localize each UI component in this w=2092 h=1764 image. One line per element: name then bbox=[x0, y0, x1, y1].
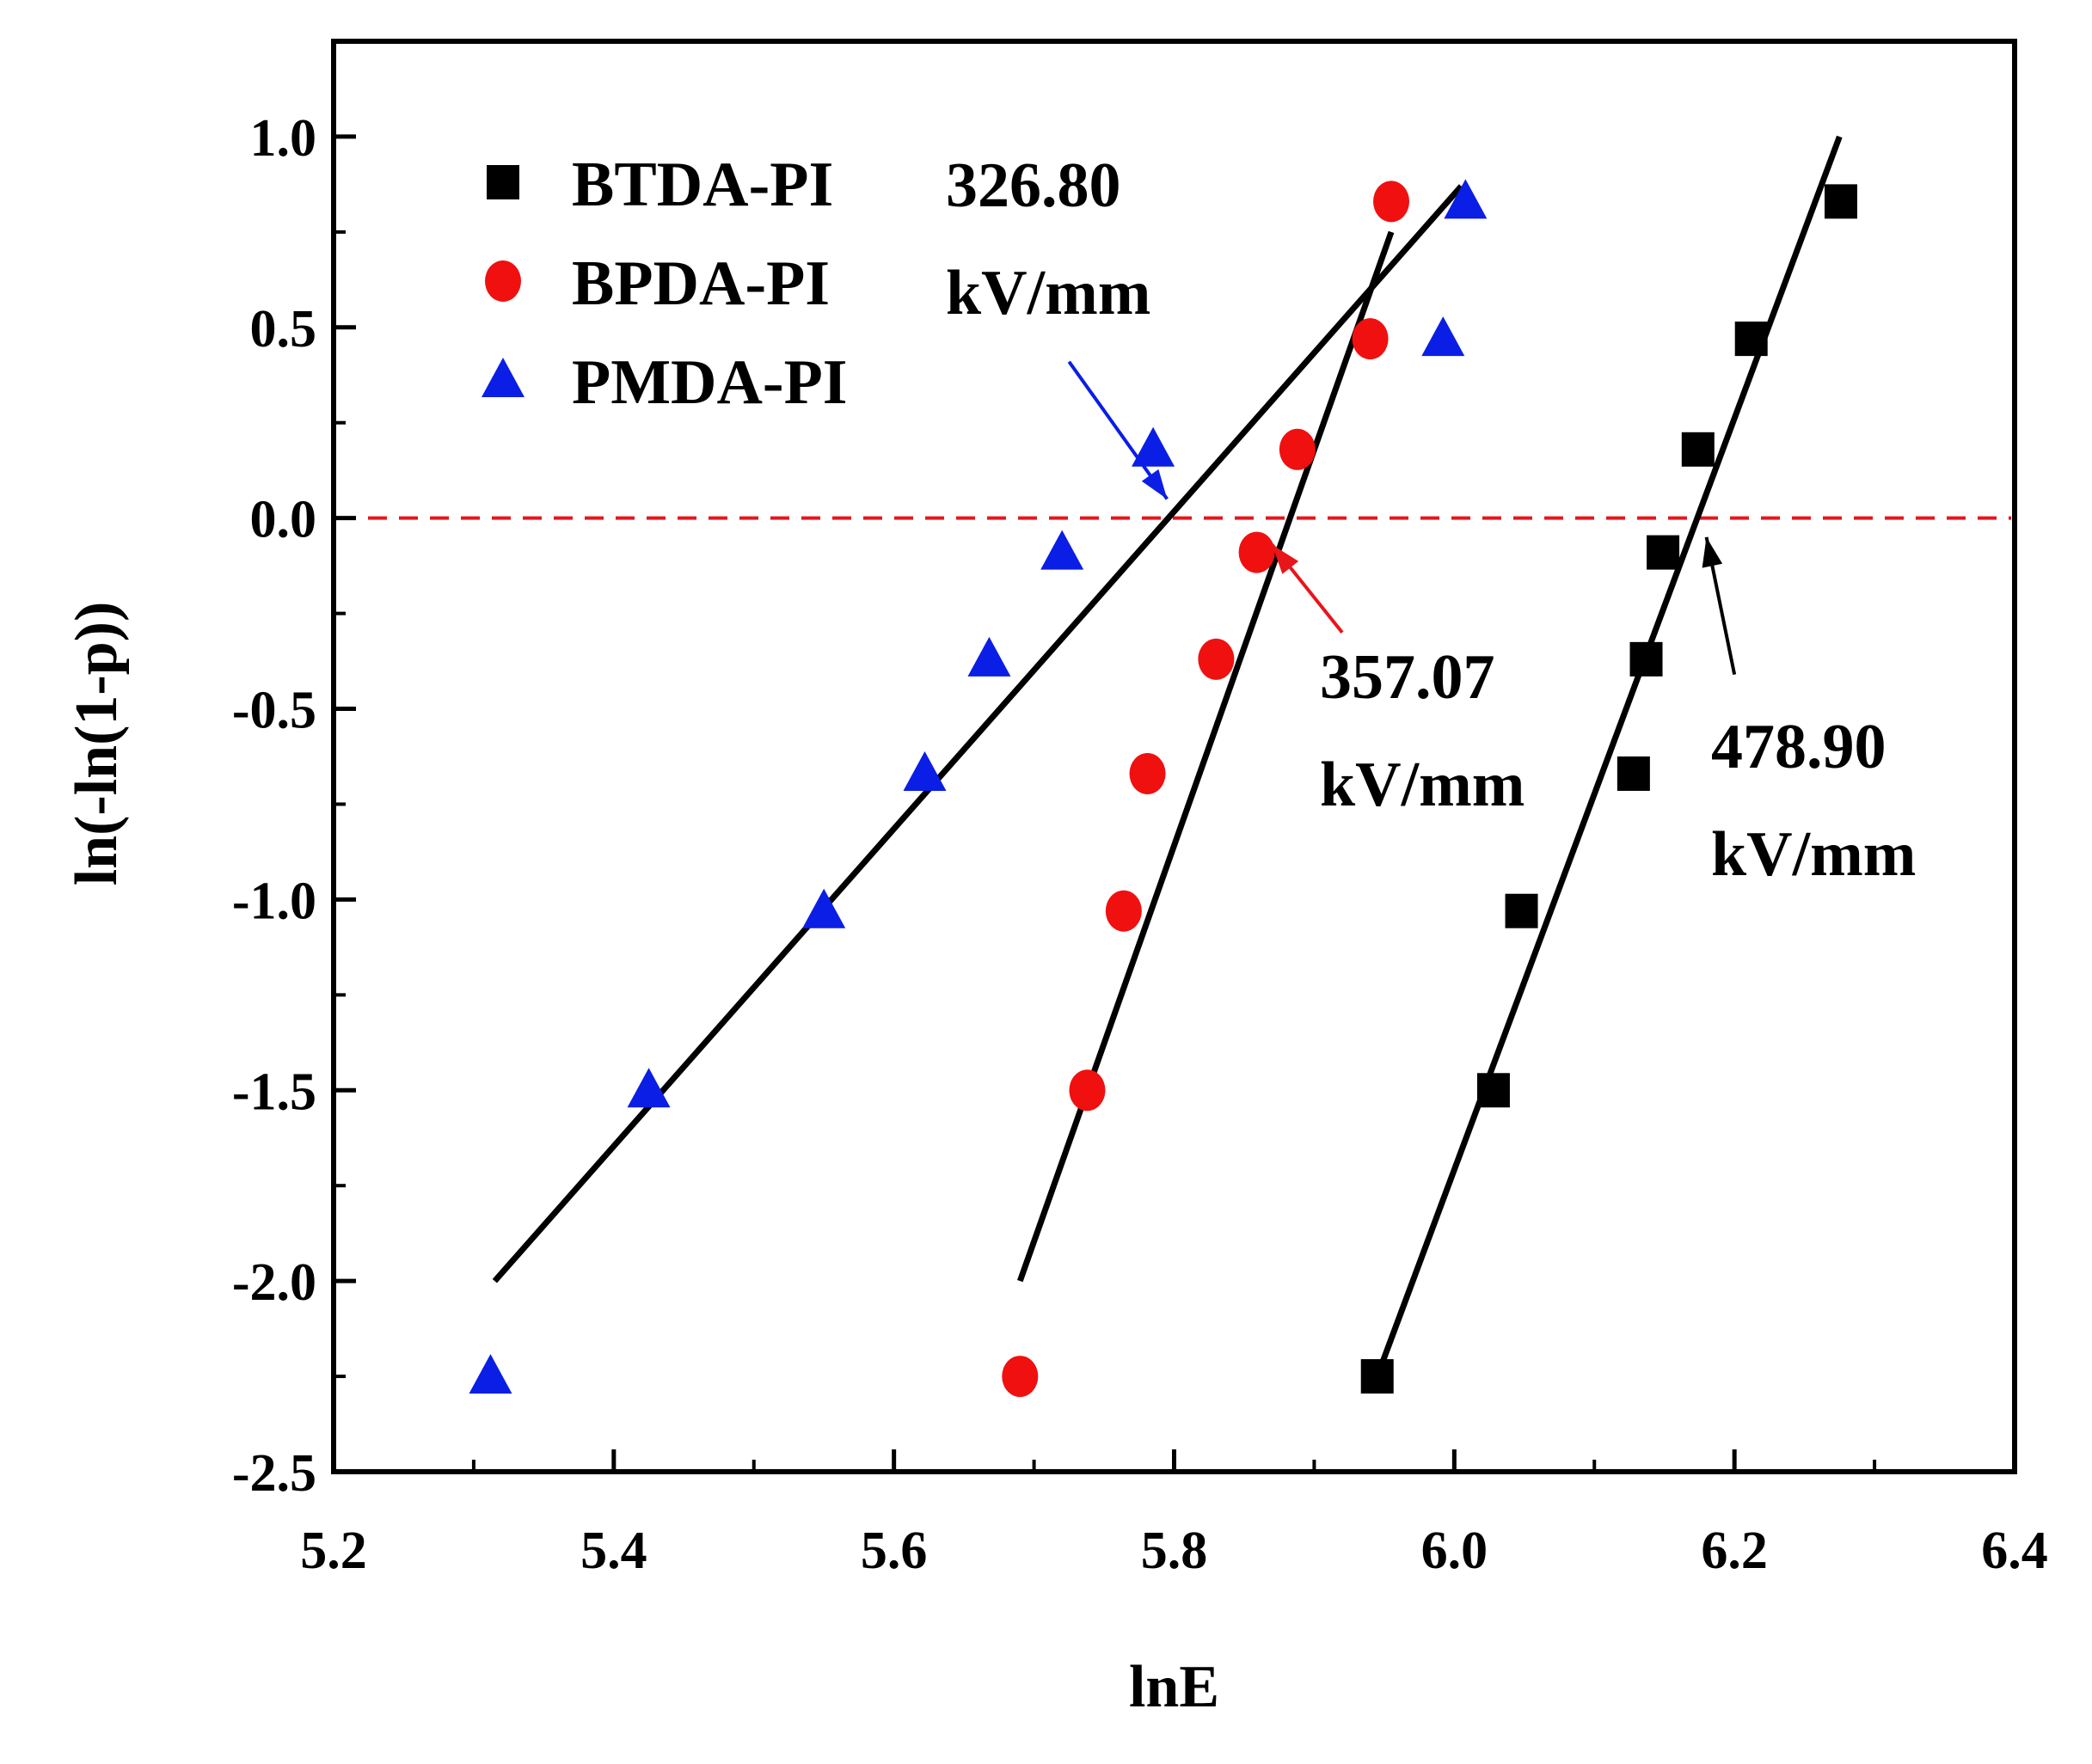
data-point-pmda-pi bbox=[903, 750, 947, 791]
y-tick-label: 0.5 bbox=[250, 300, 317, 358]
y-tick-label: -2.5 bbox=[232, 1444, 316, 1503]
annotation-text: 326.80 bbox=[946, 150, 1121, 221]
data-point-bpda-pi bbox=[1352, 318, 1389, 360]
x-tick-label: 6.2 bbox=[1701, 1522, 1768, 1580]
data-point-pmda-pi bbox=[469, 1354, 512, 1394]
data-point-bpda-pi bbox=[1198, 638, 1235, 680]
legend-label-btda-pi: BTDA-PI bbox=[572, 150, 833, 220]
y-tick-label: 0.0 bbox=[250, 491, 317, 549]
annotation-text: kV/mm bbox=[1711, 819, 1916, 890]
data-point-pmda-pi bbox=[967, 636, 1011, 677]
annotation-text: 478.90 bbox=[1711, 712, 1886, 782]
annotation-text: kV/mm bbox=[1320, 750, 1525, 820]
annotation-arrow-head bbox=[1702, 536, 1723, 568]
x-tick-label: 6.0 bbox=[1421, 1522, 1488, 1580]
data-point-btda-pi bbox=[1476, 1073, 1510, 1108]
data-point-pmda-pi bbox=[1040, 530, 1084, 570]
annotation-arrow-head bbox=[1272, 544, 1299, 574]
y-tick-label: -1.5 bbox=[232, 1063, 316, 1121]
data-point-btda-pi bbox=[1629, 641, 1663, 677]
data-point-btda-pi bbox=[1734, 322, 1768, 357]
data-point-btda-pi bbox=[1617, 756, 1650, 791]
y-tick-label: -2.0 bbox=[232, 1253, 316, 1312]
x-tick-label: 5.6 bbox=[861, 1522, 928, 1580]
data-point-bpda-pi bbox=[1238, 531, 1275, 573]
data-point-pmda-pi bbox=[627, 1068, 671, 1108]
data-point-pmda-pi bbox=[1444, 179, 1488, 219]
legend-label-bpda-pi: BPDA-PI bbox=[572, 248, 830, 319]
data-point-bpda-pi bbox=[1373, 181, 1410, 223]
legend-marker-pmda-pi bbox=[482, 358, 525, 397]
data-point-bpda-pi bbox=[1129, 752, 1166, 794]
legend-marker-btda-pi bbox=[487, 165, 519, 199]
y-tick-label: 1.0 bbox=[250, 109, 317, 168]
annotation-text: 357.07 bbox=[1320, 642, 1495, 713]
legend-label-pmda-pi: PMDA-PI bbox=[572, 347, 848, 418]
x-tick-label: 5.8 bbox=[1141, 1522, 1208, 1580]
data-point-bpda-pi bbox=[1002, 1356, 1039, 1398]
y-tick-label: -1.0 bbox=[232, 872, 316, 930]
data-point-pmda-pi bbox=[1421, 316, 1465, 357]
data-point-bpda-pi bbox=[1069, 1069, 1106, 1112]
y-axis-title: ln(-ln(1-p)) bbox=[64, 602, 130, 886]
data-point-bpda-pi bbox=[1105, 890, 1142, 932]
data-point-bpda-pi bbox=[1279, 428, 1316, 470]
data-point-btda-pi bbox=[1647, 535, 1680, 570]
data-point-btda-pi bbox=[1824, 184, 1857, 219]
annotation-arrow-head bbox=[1141, 469, 1168, 499]
data-point-pmda-pi bbox=[802, 888, 846, 928]
legend-marker-bpda-pi bbox=[485, 260, 521, 302]
x-tick-label: 5.2 bbox=[300, 1522, 367, 1580]
x-tick-label: 5.4 bbox=[580, 1522, 647, 1580]
y-tick-label: -0.5 bbox=[232, 682, 316, 740]
data-point-btda-pi bbox=[1681, 432, 1715, 467]
data-point-pmda-pi bbox=[1132, 426, 1175, 467]
data-point-btda-pi bbox=[1505, 893, 1538, 928]
annotation-text: kV/mm bbox=[946, 258, 1150, 328]
x-tick-label: 6.4 bbox=[1981, 1522, 2048, 1580]
x-axis-title: lnE bbox=[1129, 1654, 1219, 1720]
data-point-btda-pi bbox=[1360, 1359, 1394, 1394]
